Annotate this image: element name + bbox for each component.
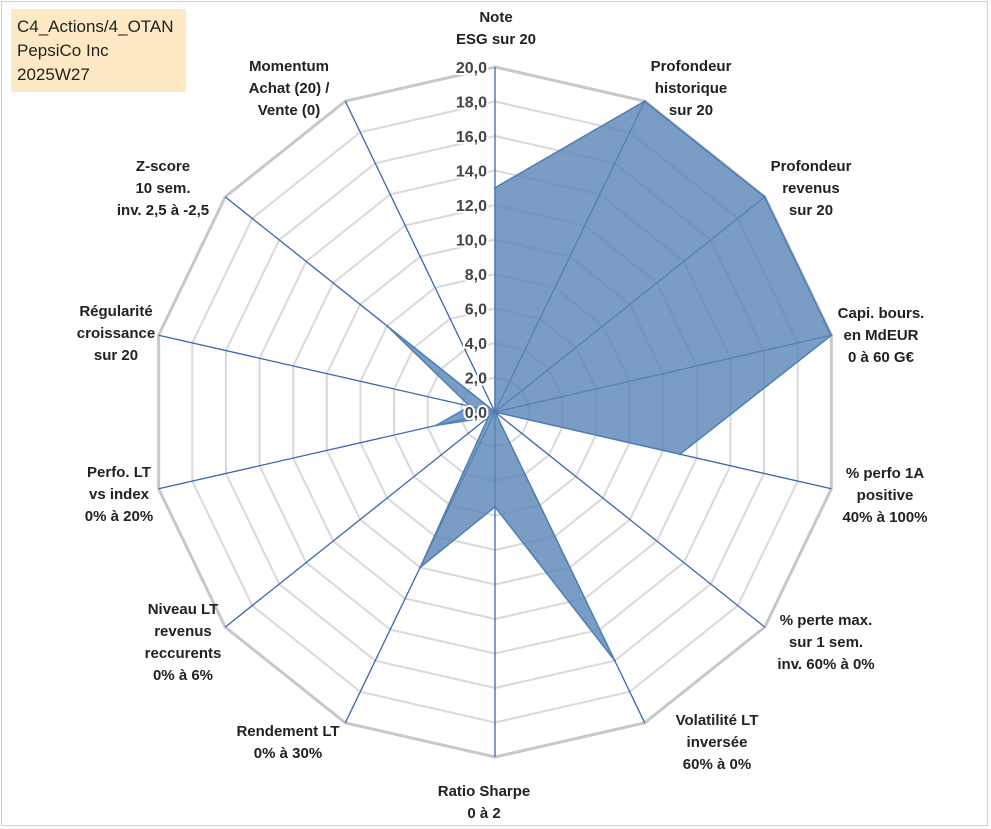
radial-tick-labels: 0,0 2,0 4,0 6,0 8,0 10,0 12,0 14,0 16,0 18,0 20,0 (454, 58, 489, 424)
axis-label-line: 0% à 20% (85, 508, 153, 525)
axis-label-line: revenus (154, 623, 212, 640)
tick-label: 6,0 (465, 302, 487, 319)
axis-label-line: Achat (20) / (249, 80, 331, 97)
axis-label-line: Profondeur (651, 58, 732, 75)
axis-label-line: inversée (687, 734, 748, 751)
data-point (763, 195, 766, 199)
data-point (493, 186, 497, 189)
tick-label: 20,0 (456, 60, 487, 77)
axis-label-line: 60% à 0% (683, 756, 751, 773)
axis-label-line: 10 sem. (135, 180, 190, 197)
data-point (418, 566, 422, 569)
axis-label-line: vs index (89, 486, 150, 503)
tick-label: 2,0 (465, 371, 487, 388)
axis-label-line: Niveau LT (148, 601, 219, 618)
axis-label-line: sur 1 sem. (789, 634, 863, 651)
axis-label-line: croissance (77, 325, 155, 342)
axis-label-line: Capi. bours. (838, 305, 925, 322)
axis-label-line: Note (479, 9, 512, 26)
axis-label: Rendement LT 0% à 30% (236, 723, 339, 762)
axis-label-line: % perte max. (780, 612, 873, 629)
axis-label-line: sur 20 (789, 202, 833, 219)
data-point (493, 410, 497, 414)
axis-labels: Note ESG sur 20 Profondeur historique sur 20… (77, 9, 928, 822)
series-area (386, 100, 833, 662)
axis-label-line: % perfo 1A (846, 465, 925, 482)
axis-label-line: historique (655, 80, 728, 97)
axis-label: Régularité croissance sur 20 (77, 303, 155, 364)
axis-label: Niveau LT revenus reccurents 0% à 6% (145, 601, 222, 684)
tick-label: 14,0 (456, 164, 487, 181)
axis-label-line: sur 20 (669, 102, 713, 119)
axis-label-line: ESG sur 20 (456, 31, 536, 48)
axis-label: Note ESG sur 20 (456, 9, 536, 48)
axis-label: % perte max. sur 1 sem. inv. 60% à 0% (777, 612, 874, 673)
axis-label-line: 40% à 100% (842, 509, 927, 526)
info-line-company: PepsiCo Inc (17, 41, 109, 60)
axis-label-line: reccurents (145, 645, 222, 662)
axis-label-line: Volatilité LT (676, 712, 759, 729)
axis-label-line: sur 20 (94, 347, 138, 364)
axis-label-line: positive (857, 487, 914, 504)
info-line-week: 2025W27 (17, 65, 90, 84)
data-point (468, 405, 471, 408)
axis-label-line: Profondeur (771, 158, 852, 175)
tick-label: 10,0 (456, 233, 487, 250)
axis-spoke (224, 411, 496, 628)
axis-label-line: 0 à 2 (467, 805, 500, 822)
axis-label-line: Ratio Sharpe (438, 783, 531, 800)
axis-label-line: Perfo. LT (87, 464, 151, 481)
tick-label: 4,0 (465, 336, 487, 353)
axis-label-line: inv. 60% à 0% (777, 656, 874, 673)
axis-spoke (344, 100, 496, 413)
axis-label-line: Z-score (136, 158, 190, 175)
tick-label: 12,0 (456, 198, 487, 215)
axis-label: Volatilité LT inversée 60% à 0% (676, 712, 759, 773)
axis-label-line: 0% à 30% (254, 745, 322, 762)
axis-label: Capi. bours. en MdEUR 0 à 60 G€ (838, 305, 925, 366)
axis-label-line: Rendement LT (236, 723, 339, 740)
axis-label: Profondeur revenus sur 20 (771, 158, 852, 219)
axis-label: Z-score 10 sem. inv. 2,5 à -2,5 (117, 158, 209, 219)
axis-label-line: revenus (782, 180, 840, 197)
axis-label: Ratio Sharpe 0 à 2 (438, 783, 531, 822)
tick-label: 0,0 (465, 405, 487, 422)
axis-label: Perfo. LT vs index 0% à 20% (85, 464, 153, 525)
tick-label: 18,0 (456, 95, 487, 112)
axis-label-line: Régularité (79, 303, 152, 320)
axis-spoke (494, 411, 766, 628)
axis-label-line: inv. 2,5 à -2,5 (117, 202, 209, 219)
tick-label: 16,0 (456, 129, 487, 146)
axis-label: Momentum Achat (20) / Vente (0) (249, 58, 331, 119)
info-box: C4_Actions/4_OTAN PepsiCo Inc 2025W27 (11, 9, 186, 92)
axis-label-line: Momentum (249, 58, 329, 75)
data-point (434, 424, 438, 427)
data-point (678, 453, 682, 456)
axis-label: Profondeur historique sur 20 (651, 58, 732, 119)
data-point (643, 99, 646, 103)
axis-label-line: en MdEUR (844, 327, 919, 344)
axis-label-line: 0 à 60 G€ (848, 349, 915, 366)
axis-label: % perfo 1A positive 40% à 100% (842, 465, 927, 526)
data-point (493, 505, 497, 509)
axis-label-line: 0% à 6% (153, 667, 213, 684)
data-point (830, 334, 833, 337)
axis-label-line: Vente (0) (258, 102, 321, 119)
data-point (385, 324, 389, 328)
series-layer (385, 99, 833, 662)
axis-spoke (158, 334, 496, 413)
data-point (613, 659, 616, 662)
info-line-portfolio: C4_Actions/4_OTAN (17, 17, 174, 36)
tick-label: 8,0 (465, 267, 487, 284)
data-point (487, 416, 490, 419)
